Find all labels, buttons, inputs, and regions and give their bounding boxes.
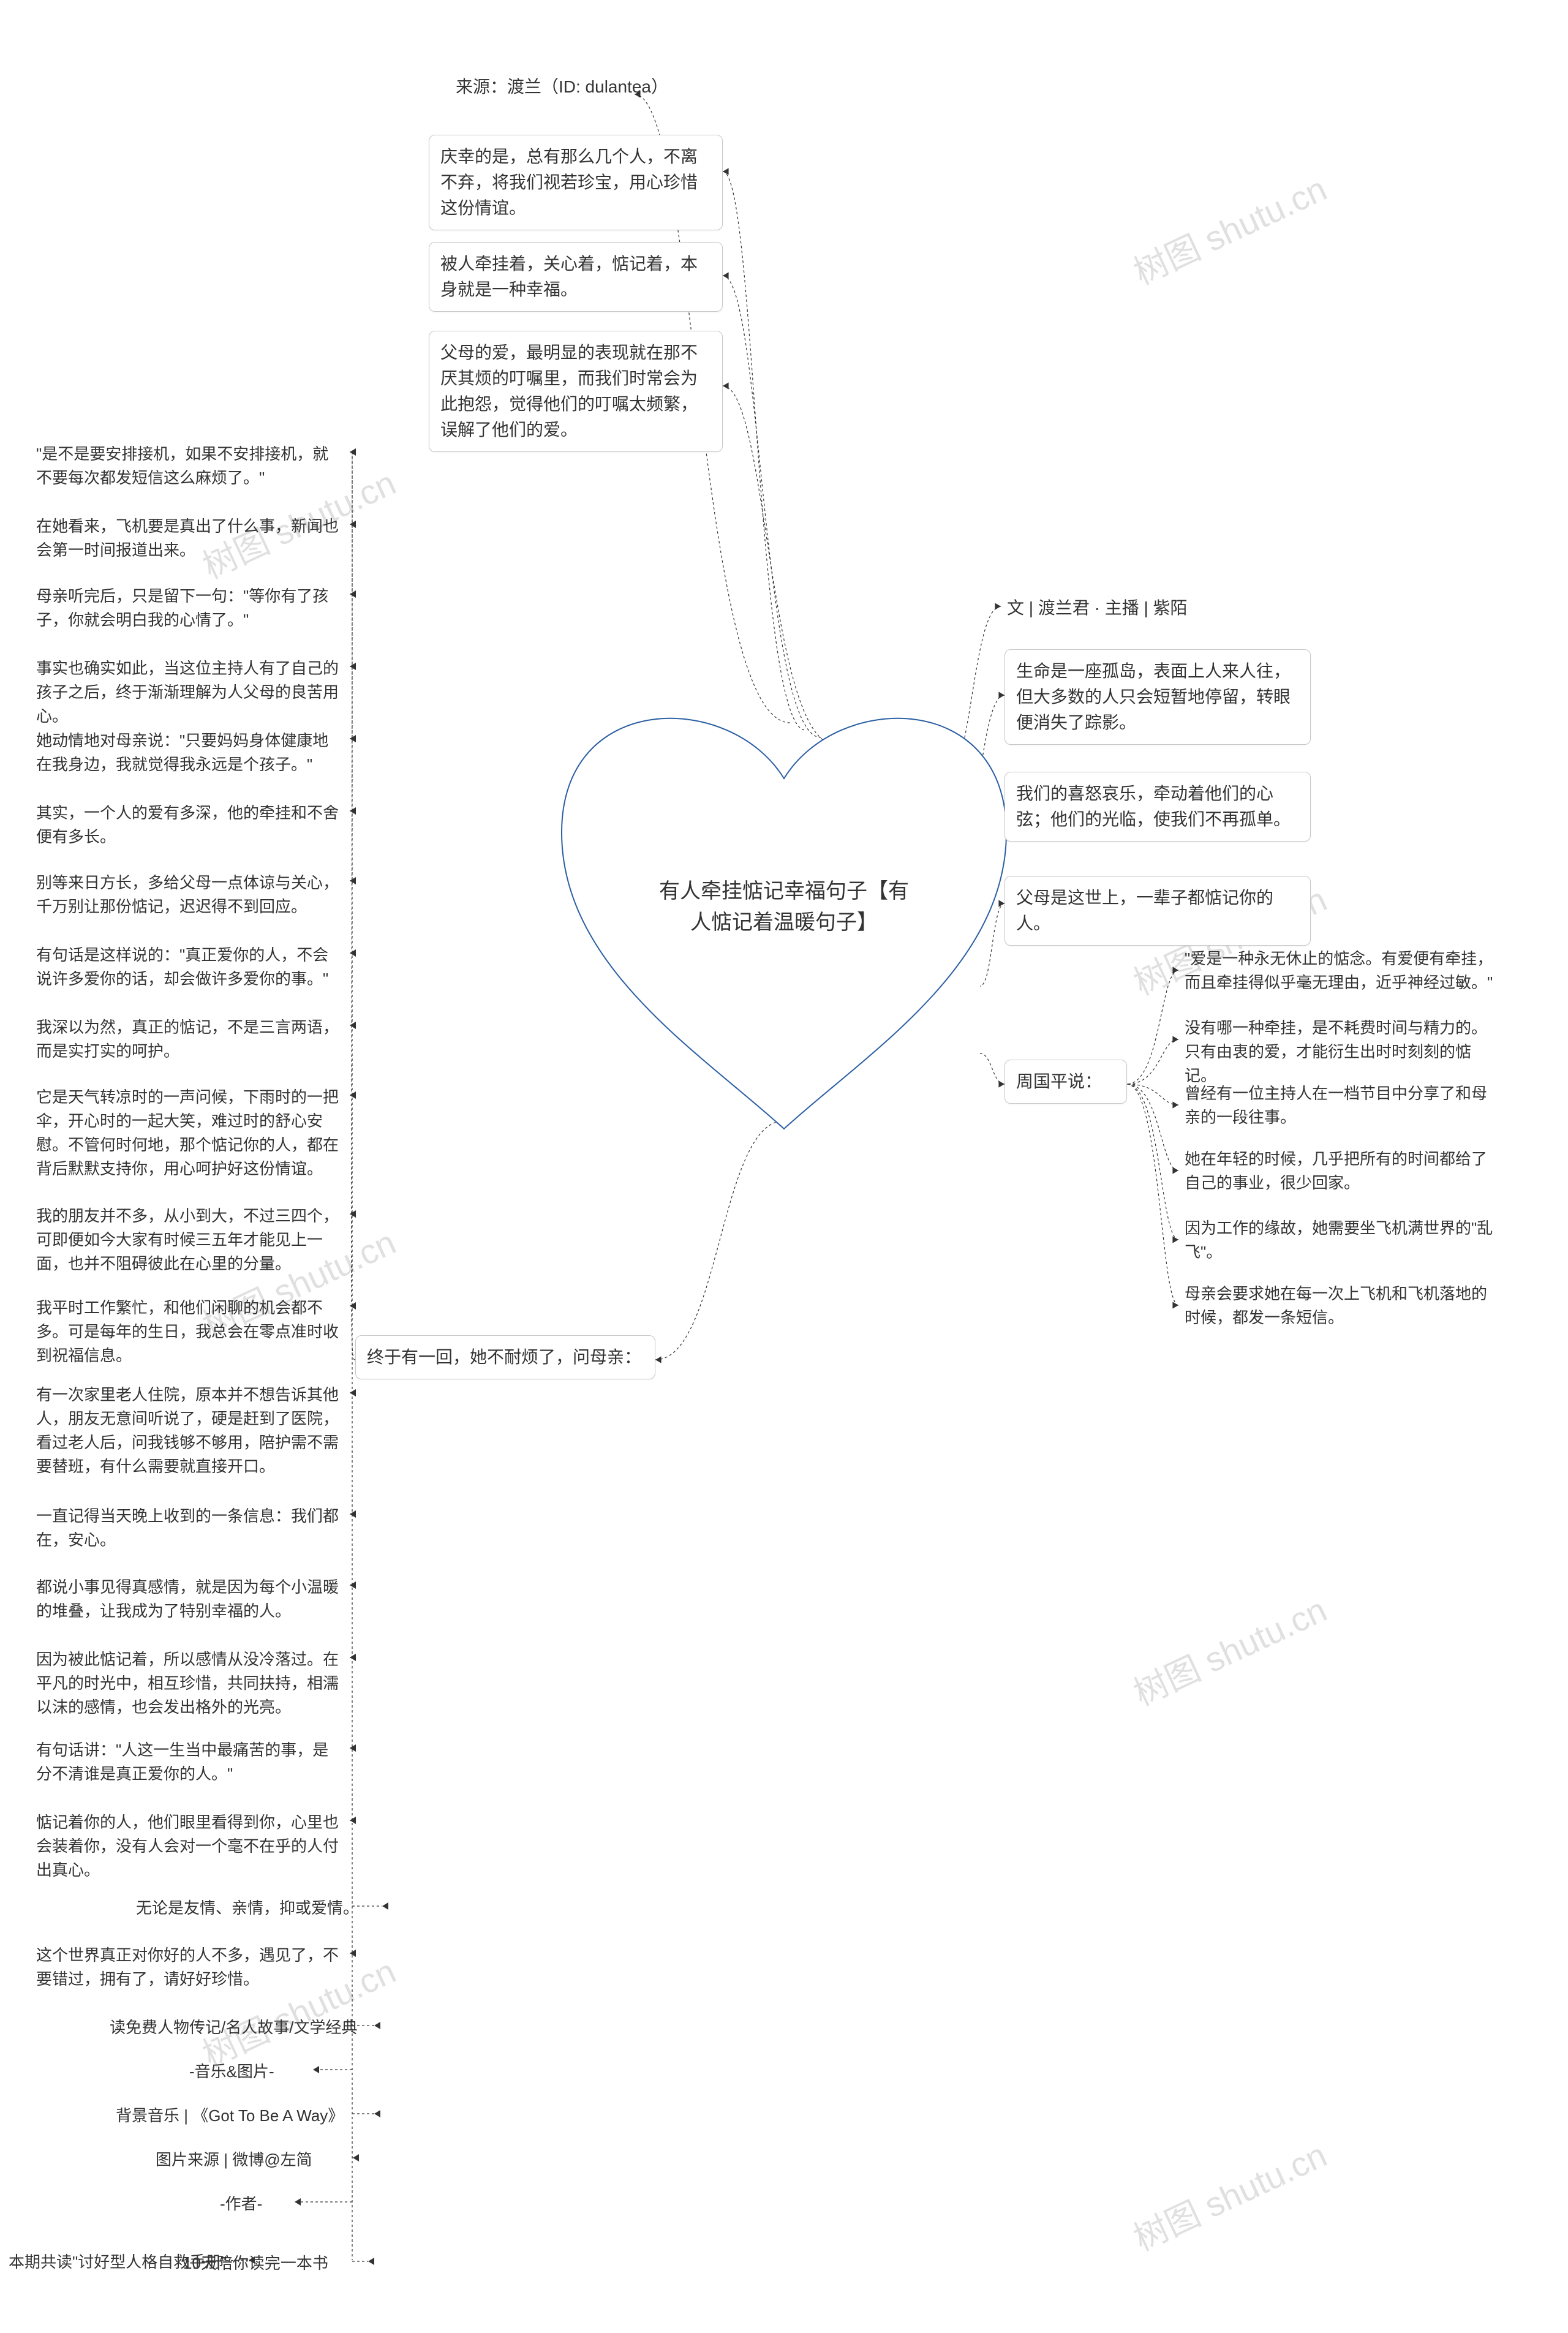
mindmap-node: 都说小事见得真感情，就是因为每个小温暖的堆叠，让我成为了特别幸福的人。 — [34, 1572, 346, 1627]
mindmap-node: 我的朋友并不多，从小到大，不过三四个，可即便如今大家有时候三五年才能见上一面，也… — [34, 1200, 346, 1280]
mindmap-node: 一直记得当天晚上收到的一条信息：我们都在，安心。 — [34, 1501, 346, 1556]
mindmap-node: 因为工作的缘故，她需要坐飞机满世界的"乱飞"。 — [1182, 1213, 1501, 1268]
mindmap-node: 读免费人物传记/名人故事/文学经典 — [107, 2012, 371, 2043]
mindmap-node: 我平时工作繁忙，和他们闲聊的机会都不多。可是每年的生日，我总会在零点准时收到祝福… — [34, 1292, 346, 1371]
mindmap-node: 图片来源 | 微博@左简 — [153, 2144, 349, 2176]
mindmap-canvas: 树图 shutu.cn树图 shutu.cn树图 shutu.cn树图 shut… — [0, 0, 1568, 2333]
mindmap-node: -作者- — [217, 2188, 291, 2220]
mindmap-node: 生命是一座孤岛，表面上人来人往，但大多数的人只会短暂地停留，转眼便消失了踪影。 — [1005, 649, 1311, 745]
mindmap-node: 我深以为然，真正的惦记，不是三言两语，而是实打实的呵护。 — [34, 1012, 346, 1067]
mindmap-node: 我们的喜怒哀乐，牵动着他们的心弦；他们的光临，使我们不再孤单。 — [1005, 772, 1311, 842]
mindmap-node: 别等来日方长，多给父母一点体谅与关心，千万别让那份惦记，迟迟得不到回应。 — [34, 867, 346, 922]
mindmap-node: 周国平说： — [1005, 1060, 1127, 1104]
mindmap-node: 来源：渡兰（ID: dulantea） — [453, 70, 772, 104]
watermark: 树图 shutu.cn — [1125, 1583, 1334, 1716]
mindmap-node: 它是天气转凉时的一声问候，下雨时的一把伞，开心时的一起大笑，难过时的舒心安慰。不… — [34, 1082, 346, 1185]
watermark: 树图 shutu.cn — [1125, 2128, 1334, 2261]
mindmap-node: 母亲听完后，只是留下一句："等你有了孩子，你就会明白我的心情了。" — [34, 581, 346, 636]
mindmap-node: 因为被此惦记着，所以感情从没冷落过。在平凡的时光中，相互珍惜，共同扶持，相濡以沫… — [34, 1644, 346, 1723]
mindmap-node: 本期共读"讨好型人格自救手册" — [6, 2247, 245, 2278]
mindmap-node: 母亲会要求她在每一次上飞机和飞机落地的时候，都发一条短信。 — [1182, 1278, 1501, 1333]
mindmap-node: 背景音乐 | 《Got To Be A Way》 — [113, 2100, 371, 2131]
mindmap-node: 无论是友情、亲情，抑或爱情。 — [134, 1893, 379, 1924]
mindmap-node: 父母是这世上，一辈子都惦记你的人。 — [1005, 876, 1311, 946]
mindmap-node: 有一次家里老人住院，原本并不想告诉其他人，朋友无意间听说了，硬是赶到了医院，看过… — [34, 1379, 346, 1482]
mindmap-node: 有句话是这样说的："真正爱你的人，不会说许多爱你的话，却会做许多爱你的事。" — [34, 940, 346, 995]
mindmap-node: 父母的爱，最明显的表现就在那不厌其烦的叮嘱里，而我们时常会为此抱怨，觉得他们的叮… — [429, 331, 723, 452]
mindmap-node: 事实也确实如此，当这位主持人有了自己的孩子之后，终于渐渐理解为人父母的良苦用心。 — [34, 653, 346, 732]
watermark: 树图 shutu.cn — [1125, 162, 1334, 295]
mindmap-node: 其实，一个人的爱有多深，他的牵挂和不舍便有多长。 — [34, 797, 346, 853]
mindmap-node: 在她看来，飞机要是真出了什么事，新闻也会第一时间报道出来。 — [34, 511, 346, 566]
mindmap-node: 这个世界真正对你好的人不多，遇见了，不要错过，拥有了，请好好珍惜。 — [34, 1940, 346, 1995]
center-title: 有人牵挂惦记幸福句子【有人惦记着温暖句子】 — [655, 876, 913, 938]
mindmap-node: 被人牵挂着，关心着，惦记着，本身就是一种幸福。 — [429, 242, 723, 312]
mindmap-node: 她动情地对母亲说："只要妈妈身体健康地在我身边，我就觉得我永远是个孩子。" — [34, 725, 346, 780]
mindmap-node: 惦记着你的人，他们眼里看得到你，心里也会装着你，没有人会对一个毫不在乎的人付出真… — [34, 1807, 346, 1886]
mindmap-node: 文 | 渡兰君 · 主播 | 紫陌 — [1005, 592, 1311, 625]
mindmap-node: "是不是要安排接机，如果不安排接机，就不要每次都发短信这么麻烦了。" — [34, 439, 346, 494]
mindmap-node: 有句话讲："人这一生当中最痛苦的事，是分不清谁是真正爱你的人。" — [34, 1735, 346, 1790]
mindmap-node: "爱是一种永无休止的惦念。有爱便有牵挂，而且牵挂得似乎毫无理由，近乎神经过敏。" — [1182, 943, 1501, 998]
mindmap-node: 终于有一回，她不耐烦了，问母亲： — [355, 1335, 655, 1379]
mindmap-node: 她在年轻的时候，几乎把所有的时间都给了自己的事业，很少回家。 — [1182, 1144, 1501, 1199]
mindmap-node: 庆幸的是，总有那么几个人，不离不弃，将我们视若珍宝，用心珍惜这份情谊。 — [429, 135, 723, 230]
mindmap-node: -音乐&图片- — [187, 2056, 309, 2087]
mindmap-node: 曾经有一位主持人在一档节目中分享了和母亲的一段往事。 — [1182, 1078, 1501, 1133]
